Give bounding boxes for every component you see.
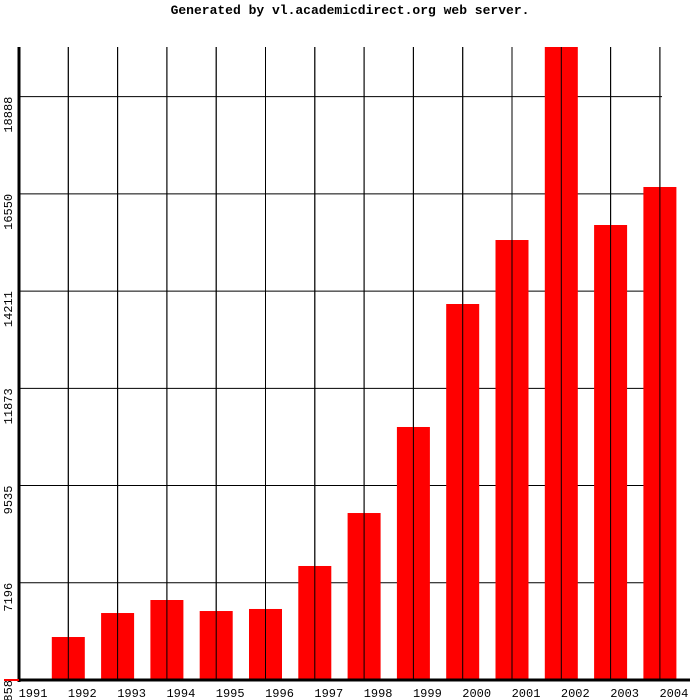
y-tick-label: 16550 [2, 194, 16, 230]
x-tick-label: 2002 [561, 687, 590, 700]
x-tick-label: 1994 [166, 687, 195, 700]
y-tick-label: 18888 [2, 97, 16, 133]
x-tick-label: 1998 [364, 687, 393, 700]
y-tick-label: 14211 [2, 291, 16, 327]
y-tick-label: 9535 [2, 486, 16, 515]
y-tick-label: 7196 [2, 583, 16, 612]
x-tick-label: 1993 [117, 687, 146, 700]
y-tick-label: 11873 [2, 388, 16, 424]
x-tick-label: 2000 [462, 687, 491, 700]
x-tick-label: 2003 [610, 687, 639, 700]
y-tick-label: 4858 [2, 680, 16, 700]
x-tick-label: 1991 [19, 687, 48, 700]
x-tick-label: 1999 [413, 687, 442, 700]
x-tick-label: 2001 [512, 687, 541, 700]
x-tick-label: 1992 [68, 687, 97, 700]
x-tick-label: 1996 [265, 687, 294, 700]
x-tick-label: 2004 [659, 687, 688, 700]
chart-title: Generated by vl.academicdirect.org web s… [171, 3, 530, 18]
x-tick-label: 1997 [314, 687, 343, 700]
x-tick-label: 1995 [216, 687, 245, 700]
